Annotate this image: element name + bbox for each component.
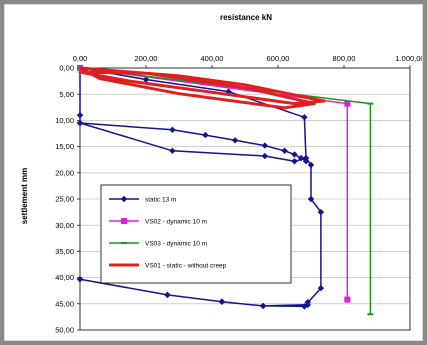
y-tick-label: 5,00 bbox=[59, 90, 74, 99]
data-point bbox=[120, 195, 128, 203]
data-point bbox=[261, 152, 268, 160]
data-point bbox=[304, 299, 311, 306]
series-layer bbox=[76, 64, 374, 316]
y-tick-label: 50,00 bbox=[55, 326, 74, 335]
data-point bbox=[344, 296, 351, 303]
data-point bbox=[344, 100, 351, 107]
data-point bbox=[317, 208, 325, 216]
x-tick-label: 1.000,00 bbox=[395, 54, 422, 63]
data-point bbox=[202, 131, 209, 139]
data-point bbox=[259, 302, 267, 310]
x-axis: 0,00 200,00 400,00 600,00 800,00 1.000,00 bbox=[73, 54, 422, 68]
data-point bbox=[317, 284, 325, 292]
y-tick-label: 45,00 bbox=[55, 299, 74, 308]
y-axis: 0,00 5,00 10,00 15,00 20,00 25,00 30,00 35,00 40… bbox=[55, 64, 80, 335]
y-tick-label: 15,00 bbox=[55, 142, 74, 151]
data-point bbox=[169, 126, 176, 134]
data-point bbox=[307, 161, 315, 169]
data-point bbox=[307, 195, 315, 203]
data-point bbox=[142, 76, 150, 83]
series-line bbox=[78, 66, 326, 110]
data-point bbox=[169, 147, 176, 154]
legend-label: VS03 - dynamic 10 m bbox=[145, 240, 207, 247]
chart-title: resistance kN bbox=[220, 13, 272, 22]
x-tick-label: 0,00 bbox=[73, 54, 88, 63]
y-tick-label: 25,00 bbox=[55, 195, 74, 204]
x-tick-label: 200,00 bbox=[135, 54, 158, 63]
y-tick-label: 35,00 bbox=[55, 247, 74, 256]
data-point bbox=[164, 291, 171, 299]
x-tick-label: 800,00 bbox=[333, 54, 356, 63]
y-tick-label: 20,00 bbox=[55, 168, 74, 177]
y-tick-label: 10,00 bbox=[55, 116, 74, 125]
data-point bbox=[76, 111, 84, 119]
legend-label: VS02 - dynamic 10 m bbox=[145, 218, 207, 225]
series-4 bbox=[78, 66, 326, 110]
y-tick-label: 30,00 bbox=[55, 221, 74, 230]
legend-label: static 13 m bbox=[145, 196, 176, 203]
data-point bbox=[218, 298, 226, 305]
data-point bbox=[121, 218, 127, 224]
data-point bbox=[291, 151, 298, 158]
x-tick-label: 600,00 bbox=[267, 54, 290, 63]
data-point bbox=[231, 137, 239, 144]
data-point bbox=[76, 275, 84, 283]
legend: static 13 m VS02 - dynamic 10 m VS03 - dyn… bbox=[100, 184, 292, 284]
data-point bbox=[297, 154, 305, 162]
data-point bbox=[302, 154, 310, 162]
data-point bbox=[281, 147, 288, 154]
data-point bbox=[291, 158, 298, 165]
y-axis-label: settlement mm bbox=[20, 168, 29, 224]
data-point bbox=[301, 114, 308, 121]
chart-frame: resistance kN settlement mm 0,00 200,00 40… bbox=[4, 4, 423, 341]
chart-svg: resistance kN settlement mm 0,00 200,00 40… bbox=[20, 13, 422, 335]
data-point bbox=[261, 142, 268, 149]
legend-label: VS01 - static - without creep bbox=[145, 262, 227, 269]
data-point bbox=[76, 119, 84, 127]
x-tick-label: 400,00 bbox=[201, 54, 224, 63]
data-point bbox=[225, 88, 232, 95]
legend-box bbox=[100, 184, 292, 284]
y-tick-label: 0,00 bbox=[59, 64, 74, 73]
y-tick-label: 40,00 bbox=[55, 273, 74, 282]
